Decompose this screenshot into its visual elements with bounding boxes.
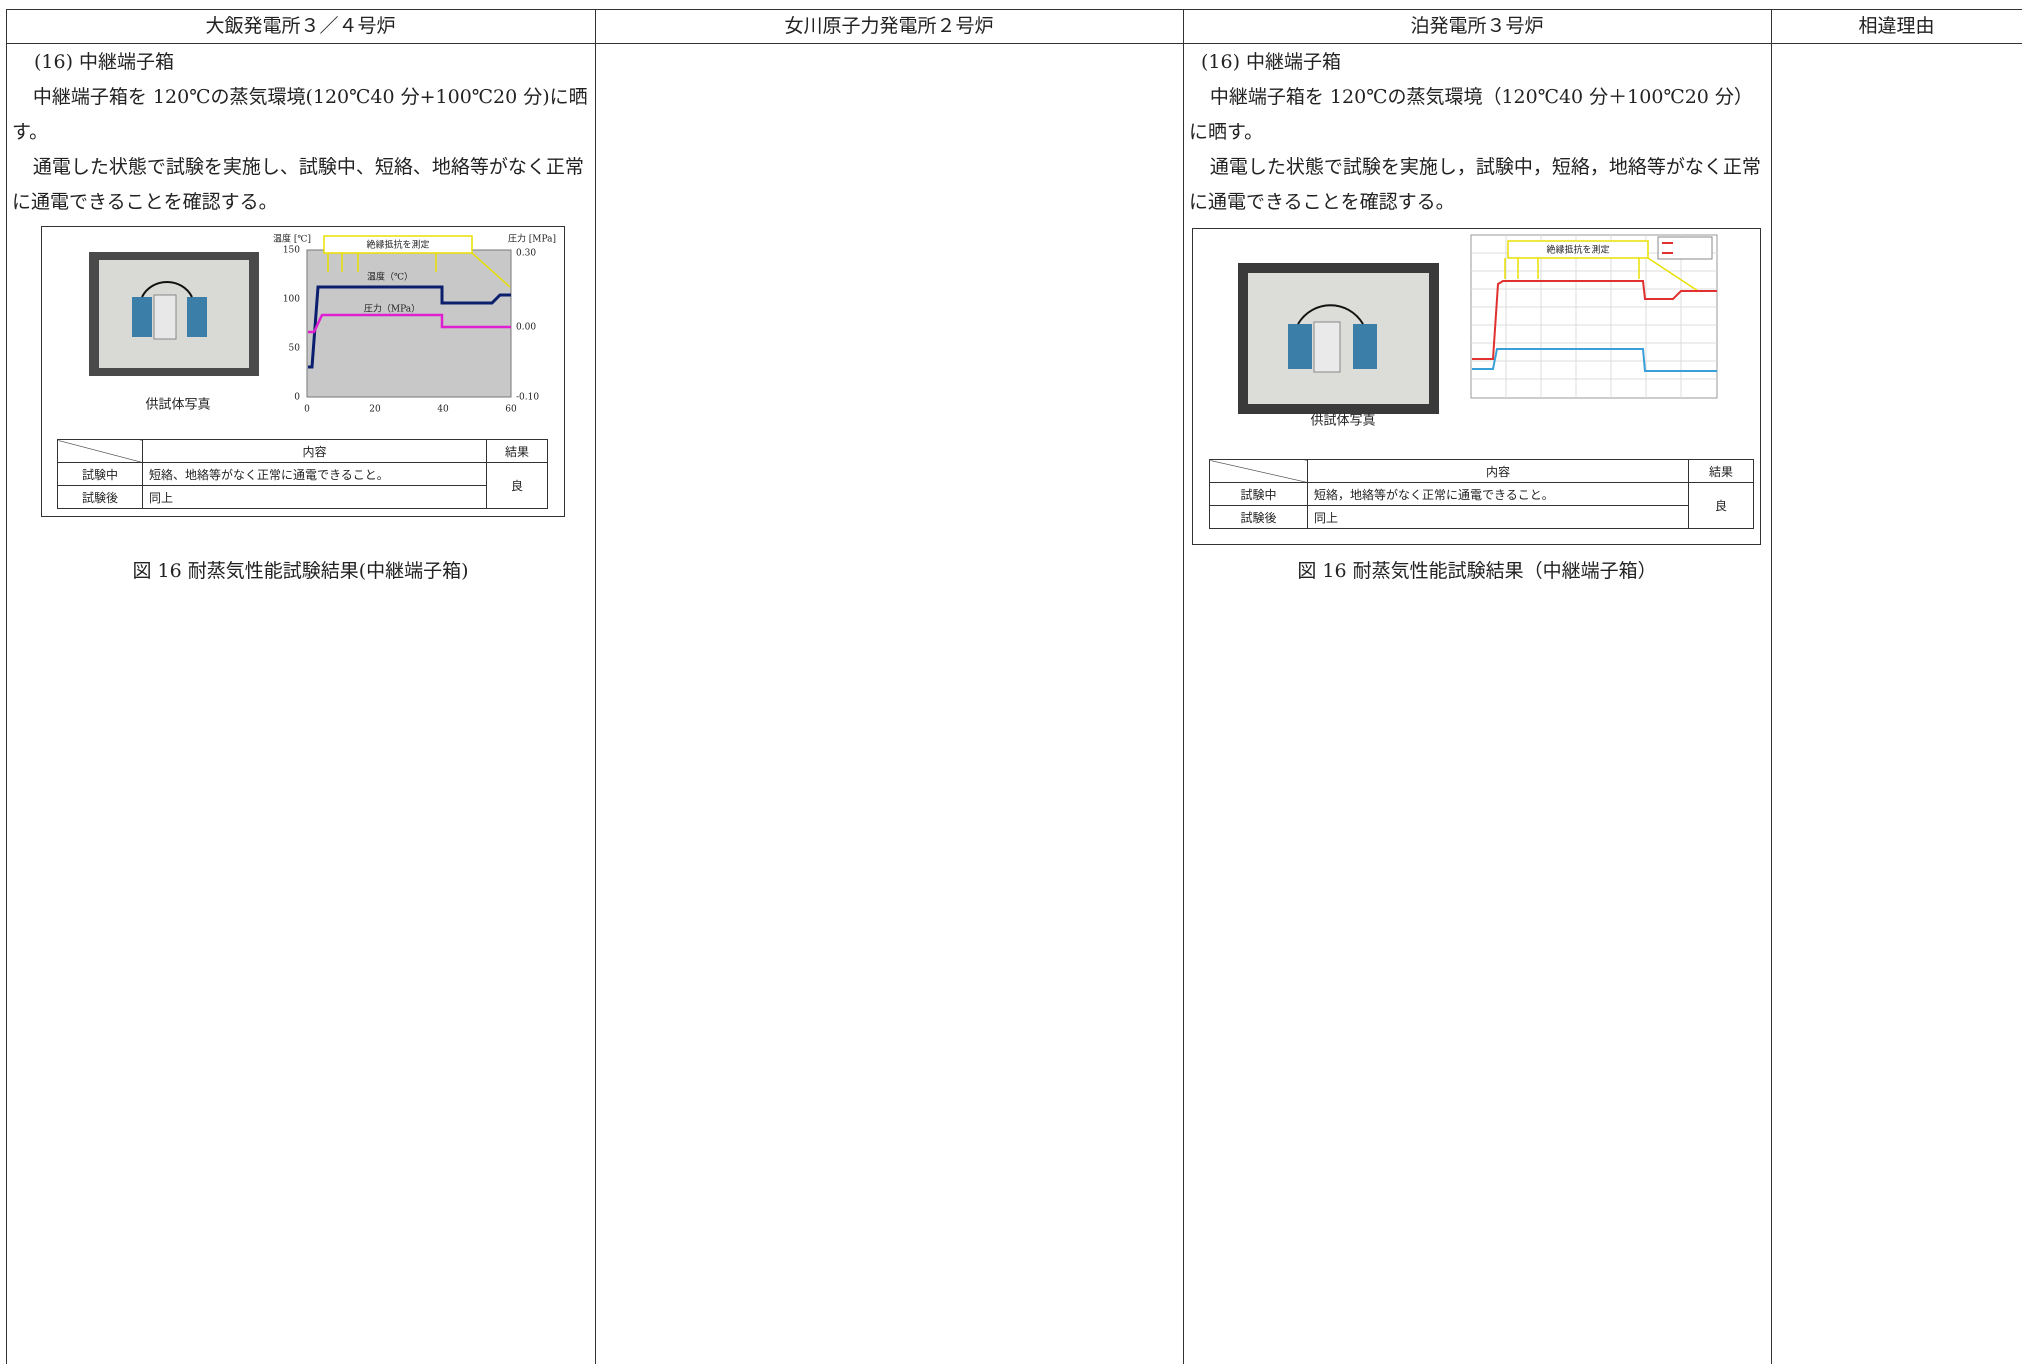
cable xyxy=(1297,304,1364,325)
legend-keys xyxy=(1662,242,1673,254)
legend xyxy=(1657,236,1713,260)
tick-label: 50 xyxy=(289,344,301,354)
table-cell: 同上 xyxy=(1307,505,1689,529)
rule xyxy=(1183,9,1184,1364)
tick-label: 0 xyxy=(294,393,300,403)
arrow xyxy=(327,252,511,288)
result-cell: 良 xyxy=(486,462,548,509)
figure-graphic: 供試体写真 温度 [℃] 圧力 [MPa] 150 100 50 0 0.30 … xyxy=(89,233,556,415)
paragraph: 中継端子箱を 120℃の蒸気環境(120℃40 分+100℃20 分)に晒す。 xyxy=(12,86,588,143)
row-label: 試験中 xyxy=(1209,482,1308,506)
result-table: 内容 結果 試験中 短絡，地絡等がなく正常に通電できること。良 試験後 同上 xyxy=(1209,459,1754,529)
figure-graphic: 供試体写真 絶縁抵抗を測定 xyxy=(1238,234,1718,429)
annotation: 絶縁抵抗を測定 xyxy=(366,239,429,251)
table-header: 内容 xyxy=(1307,459,1689,483)
tick-label: 20 xyxy=(369,405,381,415)
heading: (16) 中継端子箱 xyxy=(34,51,175,73)
column-header: 泊発電所３号炉 xyxy=(1410,15,1544,37)
section-text: (16) 中継端子箱 中継端子箱を 120℃の蒸気環境(120℃40 分+100… xyxy=(12,45,590,220)
terminal xyxy=(187,297,207,337)
temperature-line xyxy=(1472,280,1717,360)
pressure-line xyxy=(1472,348,1717,372)
table-header: 結果 xyxy=(1688,459,1754,483)
photo-caption: 供試体写真 xyxy=(145,398,210,413)
row-label: 試験後 xyxy=(1209,505,1308,529)
paragraph: 中継端子箱を 120℃の蒸気環境（120℃40 分＋100℃20 分）に晒す。 xyxy=(1189,86,1753,143)
heading: (16) 中継端子箱 xyxy=(1201,51,1342,73)
tick-label: 60 xyxy=(505,405,517,415)
column-header: 大飯発電所３／４号炉 xyxy=(205,15,396,37)
column-header: 女川原子力発電所２号炉 xyxy=(784,15,994,37)
row-label: 試験後 xyxy=(57,485,143,509)
terminal xyxy=(1353,324,1377,369)
series-label: 圧力（MPa） xyxy=(364,303,420,315)
table-header: 内容 xyxy=(142,439,487,463)
figure-caption: 図 16 耐蒸気性能試験結果（中継端子箱） xyxy=(1297,560,1657,582)
cable xyxy=(141,281,193,298)
axis-label: 温度 [℃] xyxy=(273,233,311,245)
column-header: 相違理由 xyxy=(1858,15,1935,37)
rule xyxy=(6,9,7,1364)
tick-label: 150 xyxy=(283,246,300,256)
tick-label: 0.00 xyxy=(516,323,536,333)
result-cell: 良 xyxy=(1688,482,1754,529)
photo-caption: 供試体写真 xyxy=(1310,414,1375,429)
rule xyxy=(595,9,596,1364)
terminal xyxy=(1288,324,1312,369)
figure-caption: 図 16 耐蒸気性能試験結果(中継端子箱) xyxy=(132,560,469,582)
terminal xyxy=(1313,321,1341,373)
rule xyxy=(1771,9,1772,1364)
table-cell: 短絡，地絡等がなく正常に通電できること。 xyxy=(1307,482,1689,506)
table-cell: 同上 xyxy=(142,485,487,509)
paragraph: 通電した状態で試験を実施し、試験中、短絡、地絡等がなく正常に通電できることを確認… xyxy=(12,156,584,213)
annotation-box xyxy=(1507,240,1649,259)
table-cell: 短絡、地絡等がなく正常に通電できること。 xyxy=(142,462,487,486)
axis-label: 圧力 [MPa] xyxy=(508,233,556,245)
row-label: 試験中 xyxy=(57,462,143,486)
section-text: (16) 中継端子箱 中継端子箱を 120℃の蒸気環境（120℃40 分＋100… xyxy=(1189,45,1766,220)
table-header: 結果 xyxy=(486,439,548,463)
rule xyxy=(6,43,2022,44)
temperature-line xyxy=(308,285,511,369)
series-label: 温度（℃） xyxy=(367,271,413,283)
tick-label: 40 xyxy=(437,405,449,415)
terminal xyxy=(132,297,152,337)
tick-label: -0.10 xyxy=(516,393,539,403)
rule xyxy=(6,9,2022,10)
tick-label: 100 xyxy=(283,295,300,305)
terminal xyxy=(153,294,177,340)
annotation: 絶縁抵抗を測定 xyxy=(1546,244,1609,256)
pressure-line xyxy=(308,313,511,334)
result-table: 内容 結果 試験中 短絡、地絡等がなく正常に通電できること。良 試験後 同上 xyxy=(57,439,548,509)
tick-label: 0 xyxy=(304,405,310,415)
annotation-box xyxy=(323,235,473,254)
tick-label: 0.30 xyxy=(516,249,536,259)
plot-area xyxy=(306,249,512,398)
arrow xyxy=(1504,257,1699,292)
paragraph: 通電した状態で試験を実施し，試験中，短絡，地絡等がなく正常に通電できることを確認… xyxy=(1189,156,1761,213)
